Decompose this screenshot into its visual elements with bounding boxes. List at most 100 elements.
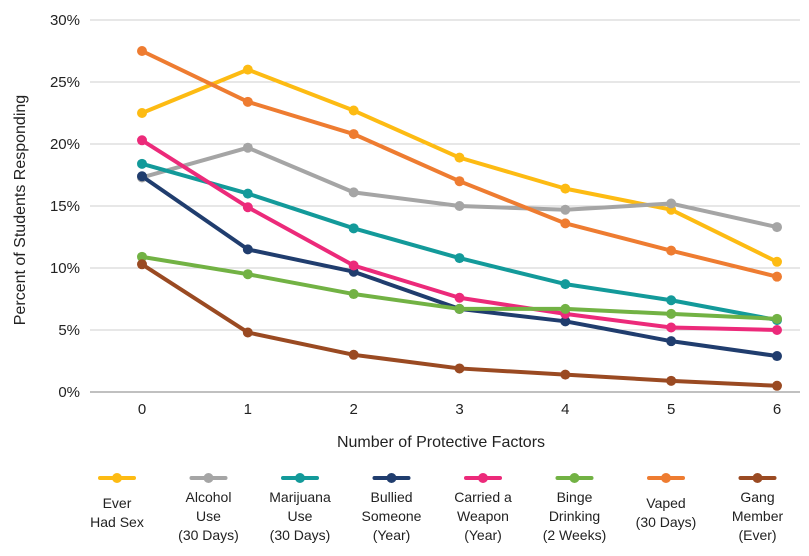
legend-swatch-marker	[386, 473, 397, 483]
data-point	[772, 222, 782, 233]
legend-item: Ever Had Sex	[90, 473, 144, 530]
data-point	[560, 303, 571, 314]
data-point	[666, 375, 677, 386]
axes: 0% 5% 10% 15% 20% 25% 30% 0 1 2 3 4 5 6	[50, 12, 800, 418]
legend-swatch-marker	[478, 473, 488, 483]
y-tick-label: 10%	[50, 260, 80, 277]
data-point	[137, 158, 147, 169]
data-point	[454, 176, 465, 187]
legend-swatch-marker	[295, 473, 305, 483]
data-point	[666, 336, 677, 347]
legend-label: Ever Had Sex	[90, 495, 144, 530]
legend-item: Marijuana Use (30 Days)	[269, 473, 331, 543]
x-tick-label: 1	[244, 401, 252, 418]
data-point	[137, 171, 147, 182]
y-axis-title: Percent of Students Responding	[12, 95, 29, 325]
series-0	[137, 64, 782, 267]
x-axis-title: Number of Protective Factors	[337, 434, 545, 451]
x-tick-label: 6	[773, 401, 781, 418]
data-point	[454, 253, 465, 264]
legend-label: Gang Member (Ever)	[732, 489, 784, 543]
data-point	[137, 108, 147, 118]
y-tick-label: 30%	[50, 12, 80, 29]
data-point	[560, 369, 571, 380]
data-point	[348, 129, 359, 140]
data-point	[772, 351, 782, 362]
legend-item: Carried a Weapon (Year)	[454, 473, 512, 543]
legend-item: Bullied Someone (Year)	[362, 473, 422, 543]
data-point	[560, 204, 571, 215]
data-point	[348, 187, 359, 198]
data-point	[560, 218, 571, 229]
legend-item: Alcohol Use (30 Days)	[178, 473, 239, 543]
data-point	[348, 260, 359, 271]
data-point	[242, 202, 253, 213]
data-point	[666, 198, 677, 209]
data-point	[560, 279, 571, 290]
x-tick-label: 0	[138, 401, 146, 418]
legend-label: Bullied Someone (Year)	[362, 489, 422, 543]
y-tick-label: 0%	[58, 384, 80, 401]
data-point	[454, 303, 465, 314]
data-point	[137, 259, 147, 270]
data-point	[242, 244, 253, 255]
data-point	[242, 96, 253, 107]
series-lines	[137, 46, 782, 391]
x-tick-label: 2	[349, 401, 357, 418]
legend-swatch-marker	[661, 473, 671, 483]
legend-swatch-marker	[569, 473, 580, 483]
data-point	[772, 380, 782, 391]
data-point	[454, 201, 465, 211]
data-point	[137, 251, 147, 262]
y-tick-label: 5%	[58, 322, 80, 339]
series-7	[137, 259, 782, 391]
data-point	[560, 183, 571, 194]
x-tick-label: 4	[561, 401, 569, 418]
data-point	[348, 289, 359, 300]
legend-label: Carried a Weapon (Year)	[454, 489, 512, 543]
x-tick-label: 3	[455, 401, 463, 418]
legend-label: Vaped (30 Days)	[636, 495, 697, 530]
data-point	[454, 152, 465, 163]
legend-label: Binge Drinking (2 Weeks)	[543, 489, 607, 543]
data-point	[560, 316, 571, 327]
data-point	[137, 46, 147, 56]
series-4	[137, 135, 782, 335]
data-point	[348, 349, 359, 360]
data-point	[348, 223, 359, 234]
data-point	[137, 135, 147, 146]
data-point	[242, 188, 253, 199]
data-point	[666, 295, 677, 306]
data-point	[666, 322, 677, 333]
legend-label: Marijuana Use (30 Days)	[269, 489, 331, 543]
data-point	[242, 269, 253, 280]
legend-swatch-marker	[752, 473, 763, 483]
data-point	[666, 308, 677, 319]
y-tick-label: 20%	[50, 136, 80, 153]
legend-swatch-marker	[203, 473, 214, 483]
y-tick-label: 15%	[50, 198, 80, 215]
legend-item: Binge Drinking (2 Weeks)	[543, 473, 607, 543]
data-point	[772, 325, 782, 335]
y-tick-label: 25%	[50, 74, 80, 91]
data-point	[242, 142, 253, 153]
data-point	[772, 313, 782, 324]
legend: Ever Had Sex Alcohol Use (30 Days) Marijuana U…	[90, 473, 784, 543]
legend-swatch-marker	[112, 473, 122, 483]
data-point	[454, 292, 465, 303]
data-point	[242, 64, 253, 75]
data-point	[348, 105, 359, 116]
series-5	[137, 251, 782, 324]
data-point	[772, 256, 782, 267]
data-point	[666, 245, 677, 256]
data-point	[242, 327, 253, 338]
x-tick-label: 5	[667, 401, 675, 418]
data-point	[772, 271, 782, 282]
legend-item: Gang Member (Ever)	[732, 473, 784, 543]
legend-label: Alcohol Use (30 Days)	[178, 489, 239, 543]
legend-item: Vaped (30 Days)	[636, 473, 697, 530]
data-point	[454, 363, 465, 374]
series-6	[137, 46, 782, 282]
